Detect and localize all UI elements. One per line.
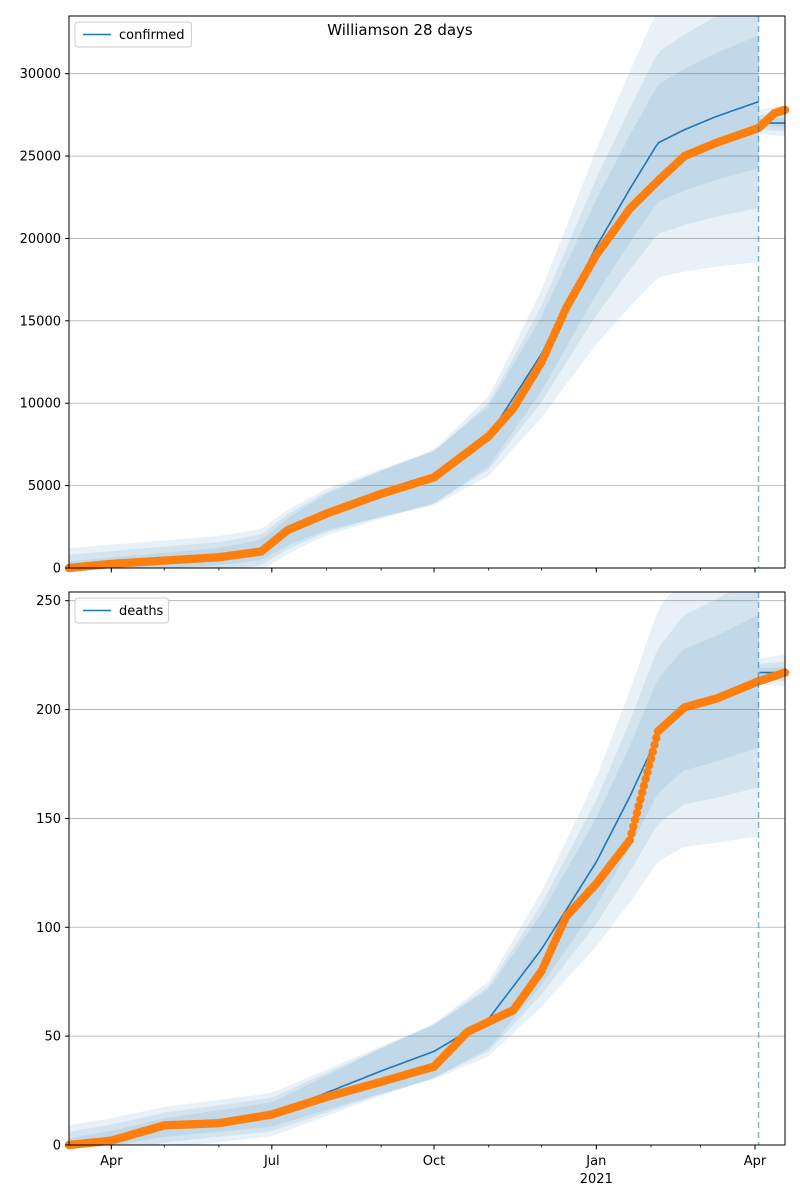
x-tick-label: Apr xyxy=(100,1154,123,1169)
observed-point xyxy=(638,788,647,797)
uncertainty-band xyxy=(69,592,785,1145)
observed-point xyxy=(634,802,643,811)
observed-point xyxy=(636,795,645,804)
y-tick-label: 15000 xyxy=(20,314,61,329)
x-year-label: 2021 xyxy=(580,1172,613,1187)
y-tick-label: 25000 xyxy=(20,150,61,165)
observed-point xyxy=(643,768,652,777)
observed-point xyxy=(630,815,640,824)
observed-point xyxy=(646,754,656,763)
legend: confirmed xyxy=(74,21,192,48)
observed-point xyxy=(627,829,636,838)
y-tick-label: 150 xyxy=(36,812,61,827)
observed-point xyxy=(632,808,642,818)
y-tick-label: 10000 xyxy=(20,397,61,412)
observed-point xyxy=(645,761,654,770)
chart-panel-confirmed: 0 5000 10000 15000 20000 25000 30000 confirmed xyxy=(20,15,790,577)
legend-label: confirmed xyxy=(119,28,185,43)
y-tick-label: 0 xyxy=(53,562,61,577)
observed-point xyxy=(639,781,649,790)
y-tick-label: 30000 xyxy=(20,67,61,82)
uncertainty-band xyxy=(69,592,785,1145)
legend-box xyxy=(74,597,170,624)
legend: deaths xyxy=(74,597,170,624)
y-tick-label: 50 xyxy=(44,1030,61,1045)
y-tick-label: 200 xyxy=(36,703,61,718)
y-tick-label: 250 xyxy=(36,594,61,609)
legend-box xyxy=(74,21,192,48)
observed-point xyxy=(650,740,659,750)
uncertainty-band xyxy=(69,16,785,568)
y-tick-label: 20000 xyxy=(20,232,61,247)
axes-frame xyxy=(68,15,786,569)
uncertainty-band xyxy=(69,615,785,1145)
y-tick-label: 5000 xyxy=(28,479,61,494)
uncertainty-band xyxy=(69,16,785,568)
observed-point xyxy=(625,836,634,845)
observed-point xyxy=(652,733,661,743)
observed-point xyxy=(629,822,638,831)
x-tick-label: Oct xyxy=(423,1154,445,1169)
axes-frame xyxy=(68,591,786,1146)
x-tick-label: Jan xyxy=(585,1154,606,1169)
observed-point xyxy=(641,774,650,784)
x-tick-label: Apr xyxy=(744,1154,767,1169)
legend-label: deaths xyxy=(119,604,164,619)
y-tick-label: 0 xyxy=(53,1139,61,1154)
uncertainty-band xyxy=(69,35,785,568)
figure-title: Williamson 28 days xyxy=(327,21,473,39)
y-tick-label: 100 xyxy=(36,921,61,936)
chart-panel-deaths: 0 50 100 150 200 250 Apr Jul Oct Jan Apr 2021 deaths xyxy=(36,591,790,1187)
x-tick-label: Jul xyxy=(263,1154,280,1169)
observed-point xyxy=(648,747,657,756)
